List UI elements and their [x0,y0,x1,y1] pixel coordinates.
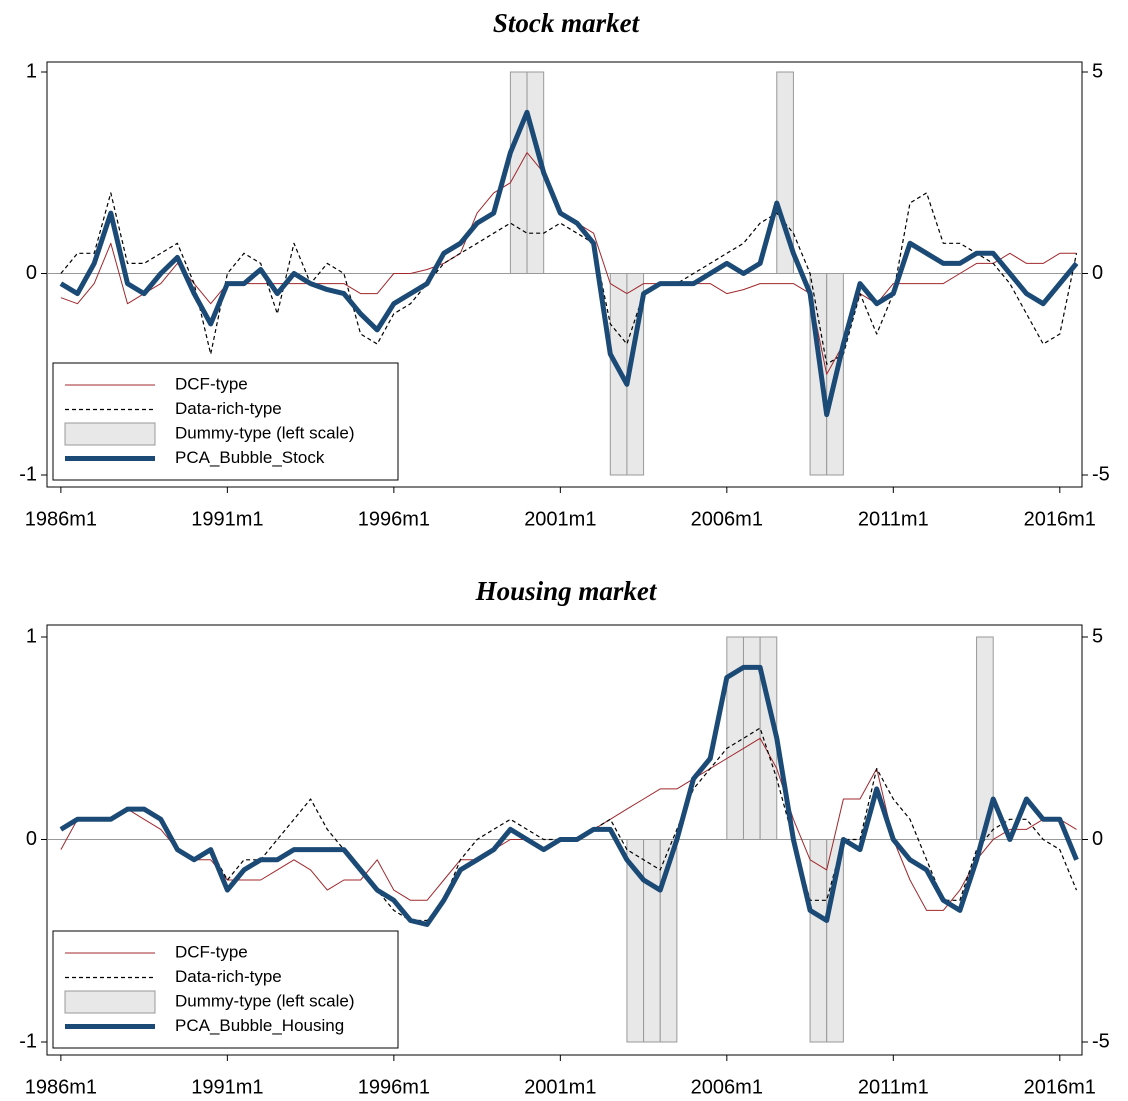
x-tick-label: 1996m1 [358,508,430,530]
chart-title: Stock market [493,8,641,38]
legend-label: Data-rich-type [175,399,282,418]
dummy-bar [643,839,661,1043]
legend-label: PCA_Bubble_Housing [175,1016,344,1035]
legend-label: PCA_Bubble_Stock [175,448,325,467]
plot-frame [46,61,1083,488]
x-tick-label: 1986m1 [25,508,97,530]
y2-tick-label: -5 [1092,1030,1110,1052]
x-tick-label: 2011m1 [858,1076,929,1098]
legend-label: Dummy-type (left scale) [175,423,354,442]
legend-label: Data-rich-type [175,967,282,986]
x-tick-label: 1991m1 [191,508,263,530]
legend-label: DCF-type [175,374,248,393]
legend-label: Dummy-type (left scale) [175,991,354,1010]
y-tick-label: -1 [19,1030,37,1052]
x-tick-label: 2006m1 [691,508,763,530]
y2-tick-label: -5 [1092,463,1110,485]
y2-tick-label: 5 [1092,625,1103,647]
y2-tick-label: 5 [1092,60,1103,82]
dummy-bar [509,71,528,274]
y-tick-label: 1 [26,625,37,647]
x-tick-label: 2006m1 [691,1076,763,1098]
x-tick-label: 1996m1 [358,1076,430,1098]
dummy-bar [809,839,828,1043]
x-tick-label: 2001m1 [524,1076,596,1098]
x-tick-label: 1991m1 [191,1076,263,1098]
series-line [60,192,1078,365]
legend-swatch [64,422,156,446]
x-tick-label: 2001m1 [524,508,596,530]
series-line [60,727,1078,922]
y-tick-label: 0 [26,262,37,284]
x-tick-label: 2011m1 [858,508,929,530]
series-line [60,737,1077,911]
series-line [59,109,1079,418]
x-tick-label: 1986m1 [25,1076,97,1098]
chart-title: Housing market [475,576,658,606]
y-tick-label: 1 [26,60,37,82]
legend-swatch [64,990,156,1014]
y-tick-label: -1 [19,463,37,485]
x-tick-label: 2016m1 [1024,508,1096,530]
series-line [60,152,1077,375]
y-tick-label: 0 [26,828,37,850]
y2-tick-label: 0 [1092,828,1103,850]
series-line [59,664,1079,927]
y2-tick-label: 0 [1092,262,1103,284]
x-tick-label: 2016m1 [1024,1076,1096,1098]
legend-label: DCF-type [175,942,248,961]
